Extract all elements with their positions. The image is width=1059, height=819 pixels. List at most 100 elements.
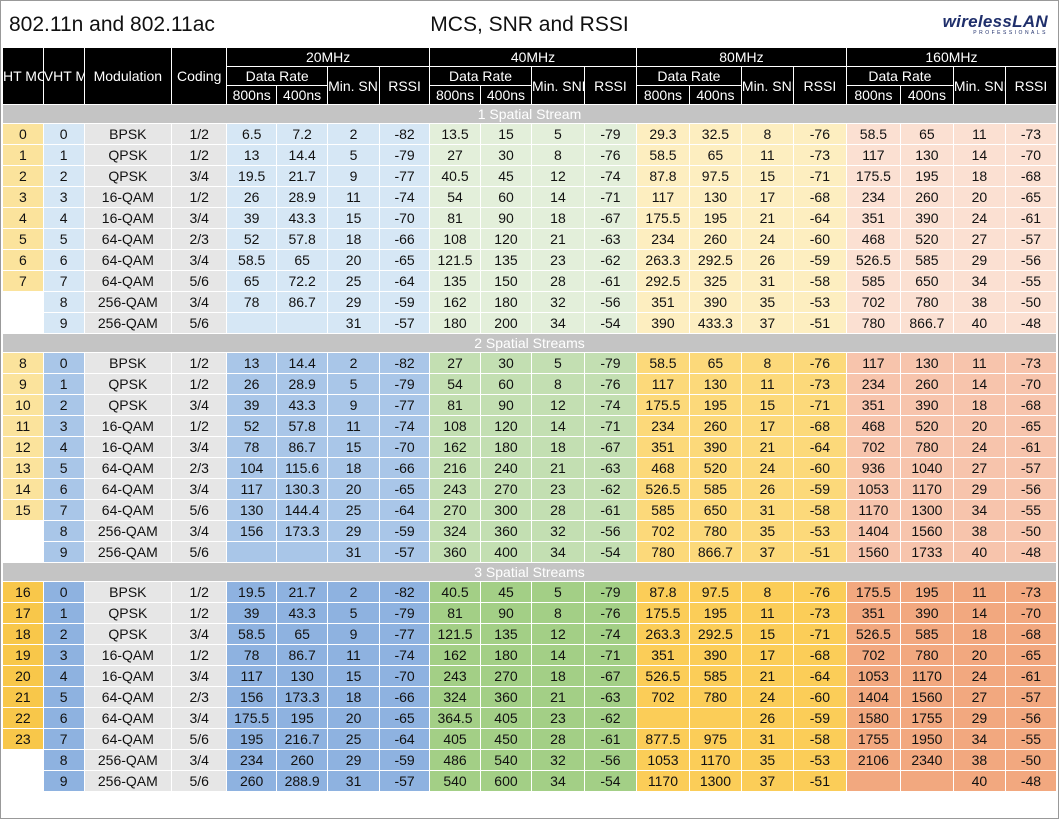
modulation-cell: 64-QAM	[83, 478, 173, 500]
ht-mcs-cell: 13	[2, 457, 44, 479]
rssi-cell: -70	[1004, 144, 1058, 166]
modulation-cell: BPSK	[83, 352, 173, 374]
spatial-stream-section: 3 Spatial Streams 16 0 BPSK 1/2 19.5 21.7 2 -82 4…	[2, 562, 1058, 792]
rate-400ns-cell: 72.2	[276, 270, 329, 292]
rate-400ns-cell: 120	[480, 228, 532, 250]
rate-400ns-cell: 780	[688, 686, 742, 708]
min-snr-cell: 14	[952, 602, 1006, 624]
rate-400ns-cell: 173.3	[276, 520, 329, 542]
vht-mcs-cell: 9	[42, 770, 85, 792]
rssi-cell: -56	[1004, 707, 1058, 729]
table-row: 9 256-QAM 5/6 31 -57 180 200 34 -54 390 433.3 37 -51…	[2, 312, 1058, 334]
rate-800ns-cell: 351	[845, 394, 901, 416]
table-row: 9 1 QPSK 1/2 26 28.9 5 -79 54 60 8 -76 117 130 11 -73 23…	[2, 373, 1058, 395]
min-snr-header-160: Min. SNR	[952, 66, 1006, 105]
table-row: 12 4 16-QAM 3/4 78 86.7 15 -70 162 180 18 -67 351 390…	[2, 436, 1058, 458]
rate-400ns-cell: 780	[899, 436, 954, 458]
min-snr-cell: 24	[952, 207, 1006, 229]
rate-400ns-cell: 144.4	[276, 499, 329, 521]
rate-800ns-cell: 6.5	[226, 123, 278, 145]
rate-400ns-cell: 975	[688, 728, 742, 750]
min-snr-cell: 8	[530, 602, 585, 624]
min-snr-cell: 29	[327, 520, 381, 542]
band-160mhz-header: 160MHz	[845, 47, 1058, 67]
min-snr-cell: 20	[327, 707, 381, 729]
rate-400ns-cell: 400	[480, 541, 532, 563]
rssi-cell: -71	[583, 186, 637, 208]
rssi-cell: -76	[583, 373, 637, 395]
min-snr-cell: 29	[952, 249, 1006, 271]
rate-400ns-cell: 21.7	[276, 165, 329, 187]
mcs-table: HT MCS VHT MCS Modulation Coding 20MHz 4…	[2, 47, 1058, 792]
modulation-cell: 16-QAM	[83, 186, 173, 208]
rate-800ns-cell: 117	[226, 665, 278, 687]
min-snr-cell: 5	[530, 581, 585, 603]
rate-800ns-cell: 162	[429, 644, 481, 666]
rate-800ns-cell: 13.5	[429, 123, 481, 145]
rate-400ns-cell: 240	[480, 457, 532, 479]
rssi-cell: -74	[583, 394, 637, 416]
ht-mcs-cell: 9	[2, 373, 44, 395]
coding-cell: 5/6	[171, 270, 228, 292]
data-rate-header-20: Data Rate	[226, 66, 329, 86]
rate-400ns-cell: 195	[688, 602, 742, 624]
modulation-cell: 256-QAM	[83, 520, 173, 542]
rate-400ns-cell: 780	[688, 520, 742, 542]
min-snr-cell: 21	[530, 686, 585, 708]
min-snr-cell: 15	[740, 623, 794, 645]
min-snr-cell: 29	[952, 707, 1006, 729]
rssi-header-160: RSSI	[1004, 66, 1058, 105]
logo-wordmark: wirelessLAN	[942, 12, 1048, 31]
rate-800ns-cell: 585	[635, 499, 690, 521]
coding-cell: 1/2	[171, 123, 228, 145]
rssi-cell: -68	[1004, 623, 1058, 645]
rate-400ns-cell: 135	[480, 249, 532, 271]
rate-400ns-cell: 30	[480, 144, 532, 166]
rate-400ns-cell: 195	[688, 207, 742, 229]
min-snr-cell: 35	[740, 520, 794, 542]
rate-800ns-cell: 263.3	[635, 623, 690, 645]
rssi-cell: -74	[583, 623, 637, 645]
rate-400ns-cell: 260	[688, 228, 742, 250]
min-snr-cell: 21	[740, 665, 794, 687]
rssi-cell: -64	[792, 207, 847, 229]
rate-800ns-cell: 234	[845, 373, 901, 395]
modulation-cell: 16-QAM	[83, 436, 173, 458]
min-snr-cell: 9	[327, 165, 381, 187]
rate-800ns-cell: 324	[429, 686, 481, 708]
min-snr-cell: 34	[952, 499, 1006, 521]
rate-800ns-cell: 117	[226, 478, 278, 500]
ht-mcs-cell: 3	[2, 186, 44, 208]
rssi-cell: -57	[1004, 457, 1058, 479]
table-row: 8 256-QAM 3/4 234 260 29 -59 486 540 32 -56 1053 117…	[2, 749, 1058, 771]
rate-400ns-cell: 90	[480, 602, 532, 624]
min-snr-cell: 24	[952, 436, 1006, 458]
min-snr-cell: 8	[740, 581, 794, 603]
ht-mcs-cell: 19	[2, 644, 44, 666]
rssi-cell: -48	[1004, 541, 1058, 563]
gi-400ns-header-80: 400ns	[688, 85, 742, 105]
rate-400ns-cell: 260	[899, 373, 954, 395]
min-snr-cell: 28	[530, 499, 585, 521]
rssi-cell: -73	[792, 144, 847, 166]
rate-800ns-cell: 585	[845, 270, 901, 292]
rssi-cell: -77	[379, 623, 431, 645]
ht-mcs-cell: 2	[2, 165, 44, 187]
rate-400ns-cell: 300	[480, 499, 532, 521]
rate-800ns-cell: 135	[429, 270, 481, 292]
table-row: 22 6 64-QAM 3/4 175.5 195 20 -65 364.5 405 23 -62 26…	[2, 707, 1058, 729]
rate-400ns-cell: 1170	[899, 478, 954, 500]
min-snr-cell: 2	[327, 352, 381, 374]
min-snr-cell: 12	[530, 165, 585, 187]
rate-400ns-cell: 86.7	[276, 644, 329, 666]
rssi-cell: -76	[583, 602, 637, 624]
rate-800ns-cell: 526.5	[635, 665, 690, 687]
min-snr-cell: 14	[952, 144, 1006, 166]
rssi-cell: -73	[1004, 123, 1058, 145]
table-row: 11 3 16-QAM 1/2 52 57.8 11 -74 108 120 14 -71 234 260…	[2, 415, 1058, 437]
rate-800ns-cell: 40.5	[429, 581, 481, 603]
table-row: 8 0 BPSK 1/2 13 14.4 2 -82 27 30 5 -79 58.5 65 8 -76 117…	[2, 352, 1058, 374]
rate-800ns-cell: 468	[635, 457, 690, 479]
min-snr-cell: 35	[740, 291, 794, 313]
rssi-cell: -53	[792, 520, 847, 542]
